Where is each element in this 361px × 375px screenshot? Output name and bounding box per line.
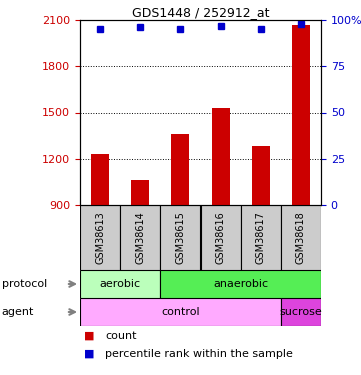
Text: GSM38617: GSM38617 [256, 211, 266, 264]
Bar [120, 205, 160, 270]
Text: aerobic: aerobic [100, 279, 141, 289]
Bar [160, 205, 200, 270]
Bar [80, 270, 160, 298]
Text: ■: ■ [84, 349, 94, 359]
Text: ■: ■ [84, 331, 94, 341]
Title: GDS1448 / 252912_at: GDS1448 / 252912_at [132, 6, 269, 19]
Bar [80, 205, 120, 270]
Text: sucrose: sucrose [279, 307, 322, 317]
Text: GSM38618: GSM38618 [296, 211, 306, 264]
Text: count: count [105, 331, 137, 341]
Bar [281, 298, 321, 326]
Bar [200, 205, 241, 270]
Bar [80, 298, 281, 326]
Text: GSM38614: GSM38614 [135, 211, 145, 264]
Bar [160, 270, 321, 298]
Text: agent: agent [2, 307, 34, 317]
Bar [171, 134, 190, 205]
Text: control: control [161, 307, 200, 317]
Bar [212, 108, 230, 205]
Text: percentile rank within the sample: percentile rank within the sample [105, 349, 293, 359]
Text: protocol: protocol [2, 279, 47, 289]
Bar [241, 205, 281, 270]
Text: GSM38615: GSM38615 [175, 211, 186, 264]
Text: GSM38616: GSM38616 [216, 211, 226, 264]
Text: GSM38613: GSM38613 [95, 211, 105, 264]
Bar [292, 25, 310, 205]
Bar [281, 205, 321, 270]
Bar [131, 180, 149, 205]
Bar [91, 154, 109, 205]
Bar [252, 146, 270, 205]
Text: anaerobic: anaerobic [213, 279, 268, 289]
